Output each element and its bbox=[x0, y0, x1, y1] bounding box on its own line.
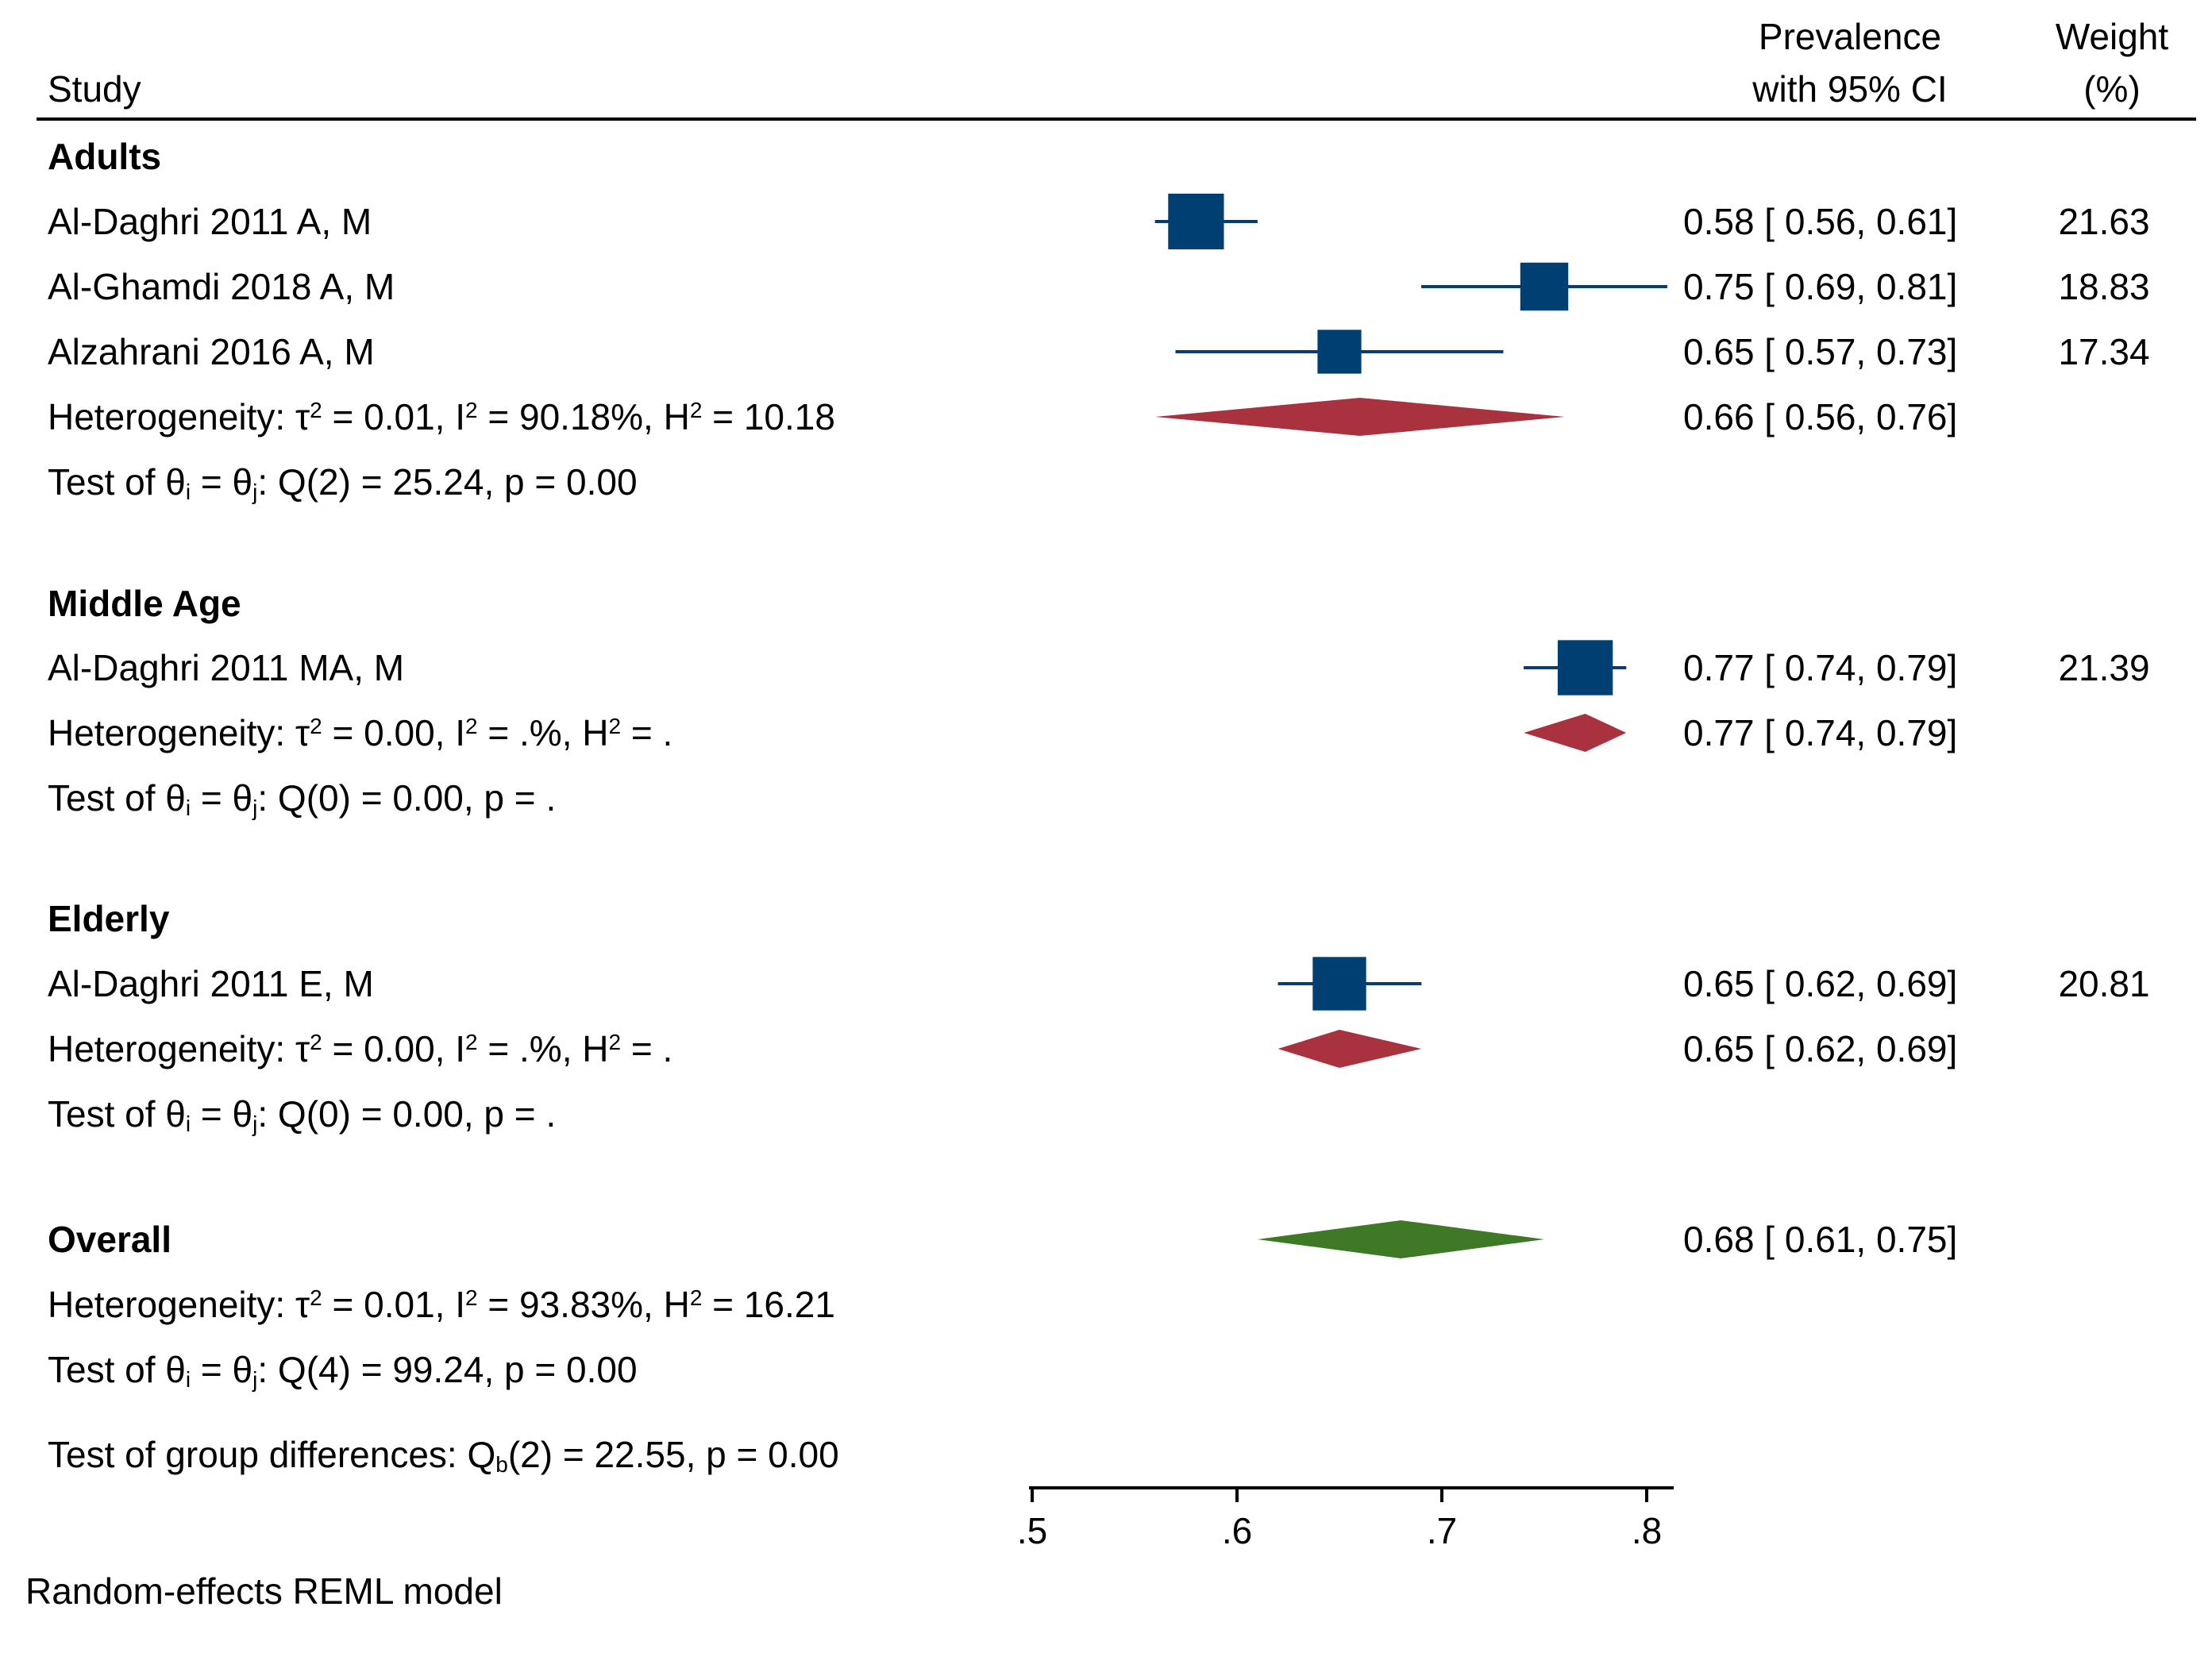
group-1-heterogeneity: Heterogeneity: τ2 = 0.01, I2 = 90.18%, H… bbox=[48, 396, 835, 437]
group-1-study-1-weight: 21.63 bbox=[2058, 201, 2149, 242]
group-2-summary-diamond bbox=[1524, 714, 1627, 752]
group-1-study-3-ci-text: 0.65 [ 0.57, 0.73] bbox=[1683, 331, 1957, 372]
overall-summary-diamond bbox=[1257, 1220, 1544, 1258]
x-tick-label-4: .8 bbox=[1632, 1510, 1662, 1551]
group-1-study-1-square bbox=[1168, 193, 1224, 250]
group-1-study-2-weight: 18.83 bbox=[2058, 266, 2149, 307]
group-3-test: Test of θi = θj: Q(0) = 0.00, p = . bbox=[48, 1093, 556, 1136]
group-1-study-2-square bbox=[1520, 262, 1569, 311]
overall-test: Test of θi = θj: Q(4) = 99.24, p = 0.00 bbox=[48, 1349, 638, 1392]
group-3-title: Elderly bbox=[48, 898, 170, 939]
group-2-study-1-label: Al-Daghri 2011 MA, M bbox=[48, 647, 404, 688]
group-3-study-1-square bbox=[1312, 957, 1366, 1011]
group-1-study-3-square bbox=[1317, 329, 1362, 374]
x-tick-label-3: .7 bbox=[1427, 1510, 1457, 1551]
group-1-summary-ci-text: 0.66 [ 0.56, 0.76] bbox=[1683, 396, 1957, 437]
group-2-summary-ci-text: 0.77 [ 0.74, 0.79] bbox=[1683, 712, 1957, 753]
group-1-study-2-label: Al-Ghamdi 2018 A, M bbox=[48, 266, 395, 307]
group-1-title: Adults bbox=[48, 136, 161, 177]
x-tick-label-2: .6 bbox=[1222, 1510, 1252, 1551]
group-differences-test: Test of group differences: Qb(2) = 22.55… bbox=[48, 1434, 839, 1477]
group-2-study-1-weight: 21.39 bbox=[2058, 647, 2149, 688]
group-1-study-2-ci-text: 0.75 [ 0.69, 0.81] bbox=[1683, 266, 1957, 307]
group-2-title: Middle Age bbox=[48, 583, 241, 624]
group-3-summary-diamond bbox=[1277, 1030, 1422, 1068]
overall-heterogeneity: Heterogeneity: τ2 = 0.01, I2 = 93.83%, H… bbox=[48, 1284, 835, 1325]
header-prevalence-line1: Prevalence bbox=[1759, 16, 1941, 57]
group-2-heterogeneity: Heterogeneity: τ2 = 0.00, I2 = .%, H2 = … bbox=[48, 712, 672, 753]
header-prevalence-line2: with 95% CI bbox=[1751, 68, 1947, 110]
group-3-study-1-label: Al-Daghri 2011 E, M bbox=[48, 963, 374, 1004]
group-2-study-1-ci-text: 0.77 [ 0.74, 0.79] bbox=[1683, 647, 1957, 688]
group-2-test: Test of θi = θj: Q(0) = 0.00, p = . bbox=[48, 777, 556, 820]
header-study: Study bbox=[48, 68, 141, 110]
x-tick-label-1: .5 bbox=[1017, 1510, 1047, 1551]
group-3-heterogeneity: Heterogeneity: τ2 = 0.00, I2 = .%, H2 = … bbox=[48, 1028, 672, 1069]
group-3-summary-ci-text: 0.65 [ 0.62, 0.69] bbox=[1683, 1028, 1957, 1069]
group-3-study-1-ci-text: 0.65 [ 0.62, 0.69] bbox=[1683, 963, 1957, 1004]
group-2-study-1-square bbox=[1557, 640, 1613, 695]
group-1-study-1-ci-text: 0.58 [ 0.56, 0.61] bbox=[1683, 201, 1957, 242]
model-note: Random-effects REML model bbox=[25, 1570, 503, 1612]
group-1-test: Test of θi = θj: Q(2) = 25.24, p = 0.00 bbox=[48, 461, 638, 504]
header-weight-line2: (%) bbox=[2083, 68, 2141, 110]
group-3-study-1-weight: 20.81 bbox=[2058, 963, 2149, 1004]
group-1-study-3-weight: 17.34 bbox=[2058, 331, 2149, 372]
header-weight-line1: Weight bbox=[2056, 16, 2169, 57]
group-1-summary-diamond bbox=[1154, 398, 1565, 436]
group-1-study-3-label: Alzahrani 2016 A, M bbox=[48, 331, 375, 372]
overall-title: Overall bbox=[48, 1219, 171, 1260]
group-1-study-1-label: Al-Daghri 2011 A, M bbox=[48, 201, 372, 242]
overall-ci-text: 0.68 [ 0.61, 0.75] bbox=[1683, 1219, 1957, 1260]
